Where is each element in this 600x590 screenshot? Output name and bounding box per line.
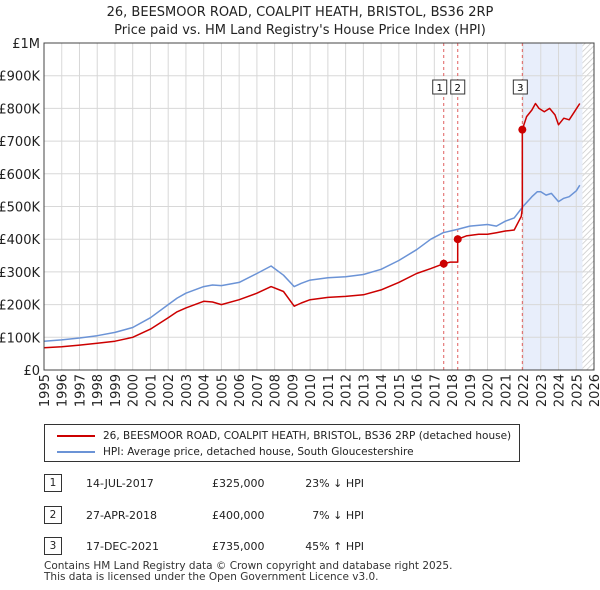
y-tick-label: £900K bbox=[0, 70, 40, 85]
x-tick-label: 2011 bbox=[322, 374, 337, 407]
hpi-line bbox=[43, 184, 581, 342]
x-tick-label: 2005 bbox=[215, 374, 230, 407]
transaction-label-box bbox=[450, 79, 466, 95]
footer-licence: This data is licensed under the Open Gov… bbox=[44, 571, 379, 583]
x-tick-label: 2022 bbox=[517, 374, 532, 407]
x-tick-label: 2004 bbox=[198, 374, 213, 407]
x-tick-label: 1998 bbox=[91, 374, 106, 407]
footer: Contains HM Land Registry data © Crown c… bbox=[44, 561, 452, 583]
transaction-price: £735,000 bbox=[212, 540, 265, 553]
plot-frame bbox=[43, 42, 595, 371]
y-tick-label: £600K bbox=[0, 168, 40, 183]
y-tick-label: £100K bbox=[0, 331, 40, 346]
transaction-price: £325,000 bbox=[212, 477, 265, 490]
y-tick-label: £1M bbox=[12, 37, 40, 52]
x-tick-label: 2010 bbox=[304, 374, 319, 407]
x-tick-label: 2009 bbox=[286, 374, 301, 407]
x-tick-label: 2008 bbox=[269, 374, 284, 407]
legend-hpi-label: HPI: Average price, detached house, Sout… bbox=[103, 446, 414, 458]
transaction-date: 17-DEC-2021 bbox=[86, 540, 160, 553]
transaction-label-number: 3 bbox=[517, 83, 523, 94]
x-tick-label: 2001 bbox=[144, 374, 159, 407]
transaction-label-box bbox=[512, 79, 528, 95]
x-tick-label: 2012 bbox=[340, 374, 355, 407]
transaction-date: 14-JUL-2017 bbox=[86, 477, 154, 490]
transaction-date: 27-APR-2018 bbox=[86, 509, 158, 522]
y-tick-label: £300K bbox=[0, 266, 40, 281]
x-tick-label: 2013 bbox=[357, 374, 372, 407]
y-tick-label: £0 bbox=[23, 364, 40, 379]
x-tick-label: 1996 bbox=[56, 374, 71, 407]
x-tick-label: 2023 bbox=[535, 374, 550, 407]
price-chart: 26, BEESMOOR ROAD, COALPIT HEATH, BRISTO… bbox=[0, 5, 600, 407]
transaction-label-number: 2 bbox=[455, 83, 461, 94]
x-tick-label: 2024 bbox=[553, 374, 568, 407]
x-tick-label: 1999 bbox=[109, 374, 124, 407]
transaction-number: 2 bbox=[44, 506, 62, 524]
y-tick-label: £700K bbox=[0, 135, 40, 150]
x-tick-label: 2002 bbox=[162, 374, 177, 407]
x-tick-label: 1997 bbox=[73, 374, 88, 407]
chart-title: 26, BEESMOOR ROAD, COALPIT HEATH, BRISTO… bbox=[107, 5, 494, 20]
x-tick-label: 2006 bbox=[233, 374, 248, 407]
x-tick-label: 2021 bbox=[499, 374, 514, 407]
transaction-label-number: 1 bbox=[437, 83, 443, 94]
transaction-point bbox=[439, 259, 448, 268]
footer-copyright: Contains HM Land Registry data © Crown c… bbox=[44, 560, 453, 572]
x-tick-label: 2015 bbox=[393, 374, 408, 407]
x-tick-label: 2018 bbox=[446, 374, 461, 407]
x-tick-label: 2014 bbox=[375, 374, 390, 407]
chart-subtitle: Price paid vs. HM Land Registry's House … bbox=[114, 23, 486, 38]
x-tick-label: 2025 bbox=[570, 374, 585, 407]
transaction-number: 3 bbox=[44, 537, 62, 555]
x-tick-label: 2016 bbox=[411, 374, 426, 407]
transaction-hpi-diff: 23% ↓ HPI bbox=[305, 477, 364, 490]
x-tick-label: 2020 bbox=[482, 374, 497, 407]
legend-property-label: 26, BEESMOOR ROAD, COALPIT HEATH, BRISTO… bbox=[103, 430, 512, 442]
transaction-number: 1 bbox=[44, 474, 62, 492]
legend: 26, BEESMOOR ROAD, COALPIT HEATH, BRISTO… bbox=[44, 424, 520, 462]
x-tick-label: 1995 bbox=[38, 374, 53, 407]
transaction-point bbox=[518, 125, 527, 134]
transaction-point bbox=[453, 235, 462, 244]
x-tick-label: 2003 bbox=[180, 374, 195, 407]
y-tick-label: £500K bbox=[0, 201, 40, 216]
y-tick-label: £400K bbox=[0, 233, 40, 248]
y-tick-label: £800K bbox=[0, 102, 40, 117]
x-tick-label: 2026 bbox=[588, 374, 600, 407]
x-tick-label: 2000 bbox=[127, 374, 142, 407]
x-tick-label: 2019 bbox=[464, 374, 479, 407]
property-price-line bbox=[43, 102, 581, 349]
legend-hpi-swatch bbox=[57, 451, 95, 453]
transaction-hpi-diff: 7% ↓ HPI bbox=[312, 509, 364, 522]
transaction-label-box bbox=[432, 79, 448, 95]
x-tick-label: 2007 bbox=[251, 374, 266, 407]
transaction-price: £400,000 bbox=[212, 509, 265, 522]
transaction-hpi-diff: 45% ↑ HPI bbox=[305, 540, 364, 553]
y-tick-label: £200K bbox=[0, 299, 40, 314]
x-tick-label: 2017 bbox=[428, 374, 443, 407]
legend-property-swatch bbox=[57, 435, 95, 437]
